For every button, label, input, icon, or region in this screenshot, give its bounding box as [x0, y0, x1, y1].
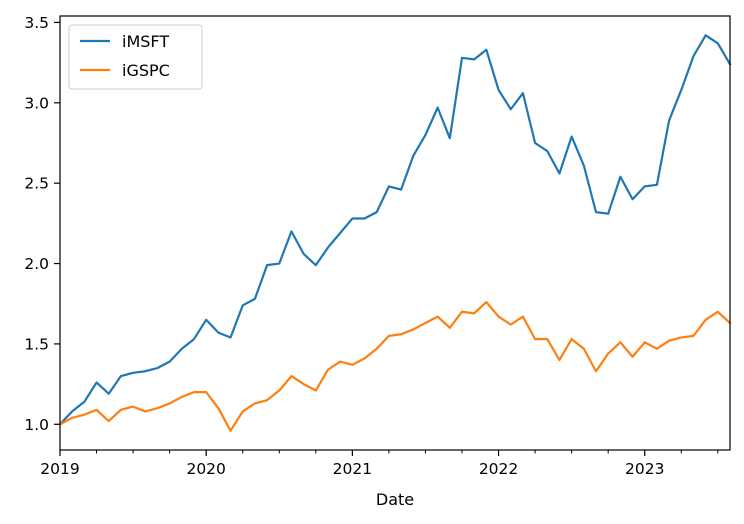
series-layer — [58, 34, 732, 432]
y-tick-label: 1.0 — [24, 416, 49, 434]
x-tick-label: 2023 — [625, 460, 664, 478]
legend-label-igspc: iGSPC — [122, 61, 170, 80]
axes-frame — [59, 15, 731, 451]
y-tick-label: 2.0 — [24, 255, 49, 273]
x-tick-label: 2020 — [186, 460, 225, 478]
x-tick-label: 2022 — [479, 460, 518, 478]
series-line-igspc — [58, 301, 732, 432]
legend-label-imsft: iMSFT — [122, 32, 169, 51]
y-tick-label: 3.0 — [24, 94, 49, 112]
axes-layer: 1.0 1.5 2.0 2.5 3.0 3.5 2019 2020 2021 2022 2023 — [24, 14, 731, 478]
x-tick-label: 2019 — [40, 460, 79, 478]
x-tick-label: 2021 — [333, 460, 372, 478]
x-axis-title: Date — [376, 490, 414, 509]
series-line-imsft — [58, 34, 732, 426]
legend: iMSFT iGSPC — [68, 24, 203, 90]
y-tick-label: 1.5 — [24, 335, 49, 353]
y-tick-label: 2.5 — [24, 175, 49, 193]
y-tick-label: 3.5 — [24, 14, 49, 32]
